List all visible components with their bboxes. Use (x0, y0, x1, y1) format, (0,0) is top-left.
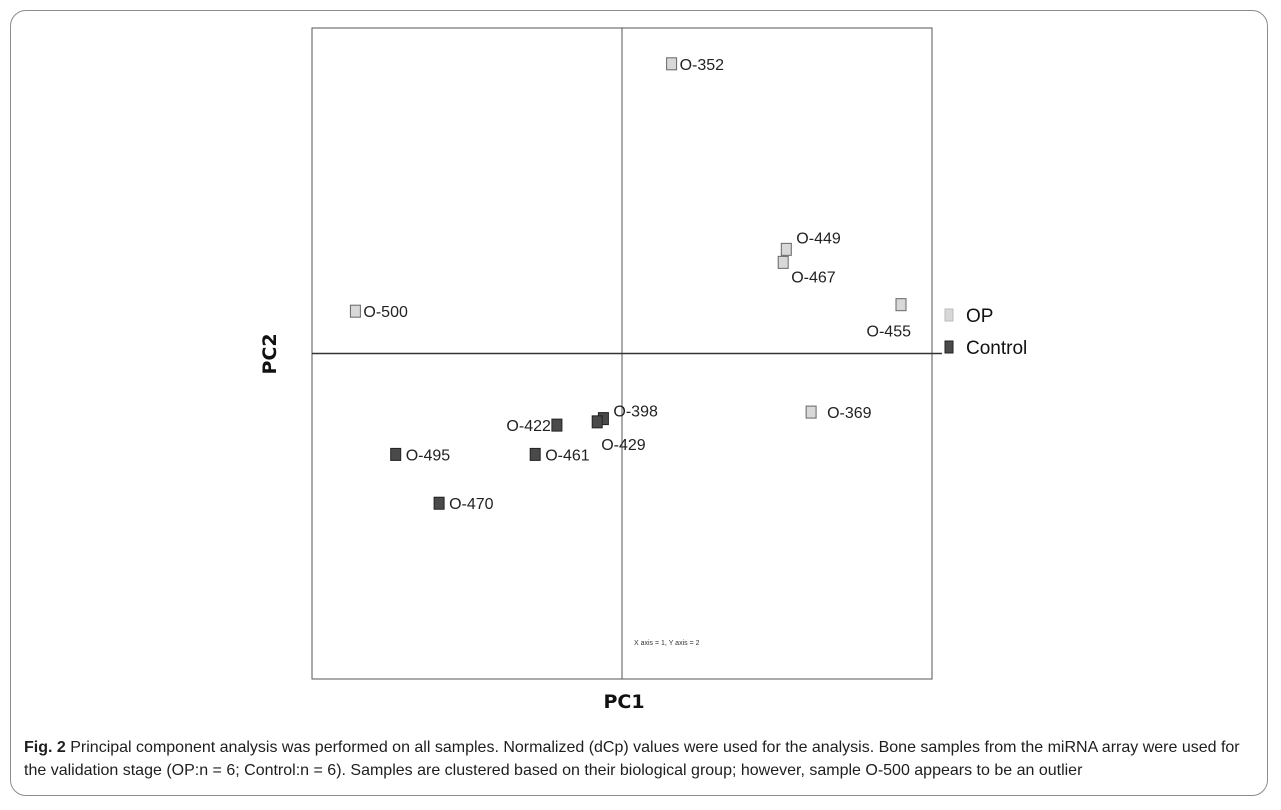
pca-scatter-chart: O-352 O-449 O-467 O-455 O-500 O-369 O-398 O-429… (259, 27, 1027, 713)
point-label-o-495: O-495 (406, 447, 451, 464)
legend-label-control: Control (966, 338, 1027, 359)
axis-annotation: X axis = 1, Y axis = 2 (634, 640, 700, 647)
point-label-o-449: O-449 (796, 230, 841, 247)
point-label-o-461: O-461 (545, 447, 590, 464)
point-label-o-470: O-470 (449, 496, 494, 513)
figure-label: Fig. 2 (24, 739, 66, 756)
point-marker-o-369 (805, 405, 817, 419)
figure-frame (10, 10, 1268, 796)
zero-axes (312, 28, 942, 679)
legend-swatch-op (944, 308, 954, 322)
legend: OP Control (944, 306, 1027, 359)
point-marker-o-467 (777, 255, 789, 269)
figure-caption: Fig. 2 Principal component analysis was … (24, 736, 1260, 782)
y-axis-title: PC2 (259, 333, 281, 374)
legend-label-op: OP (966, 306, 993, 327)
point-marker-o-470 (433, 496, 445, 510)
point-marker-o-495 (390, 447, 402, 461)
point-label-o-500: O-500 (363, 304, 408, 321)
point-label-o-467: O-467 (791, 269, 836, 286)
point-label-o-398: O-398 (613, 404, 658, 421)
point-marker-o-422 (551, 418, 563, 432)
data-points: O-352 O-449 O-467 O-455 O-500 O-369 O-398 O-429… (349, 57, 912, 513)
point-marker-o-500 (349, 304, 361, 318)
point-marker-o-461 (529, 447, 541, 461)
point-label-o-455: O-455 (867, 324, 912, 341)
x-axis-title: PC1 (603, 691, 644, 713)
point-label-o-422: O-422 (506, 418, 551, 435)
point-label-o-429: O-429 (601, 437, 646, 454)
legend-swatch-control (944, 340, 954, 354)
point-marker-o-429 (591, 415, 603, 429)
point-label-o-352: O-352 (680, 57, 725, 74)
point-marker-o-352 (666, 57, 678, 71)
figure-caption-text: Principal component analysis was perform… (24, 739, 1240, 779)
point-label-o-369: O-369 (827, 405, 872, 422)
point-marker-o-455 (895, 298, 907, 312)
point-marker-o-449 (780, 242, 792, 256)
